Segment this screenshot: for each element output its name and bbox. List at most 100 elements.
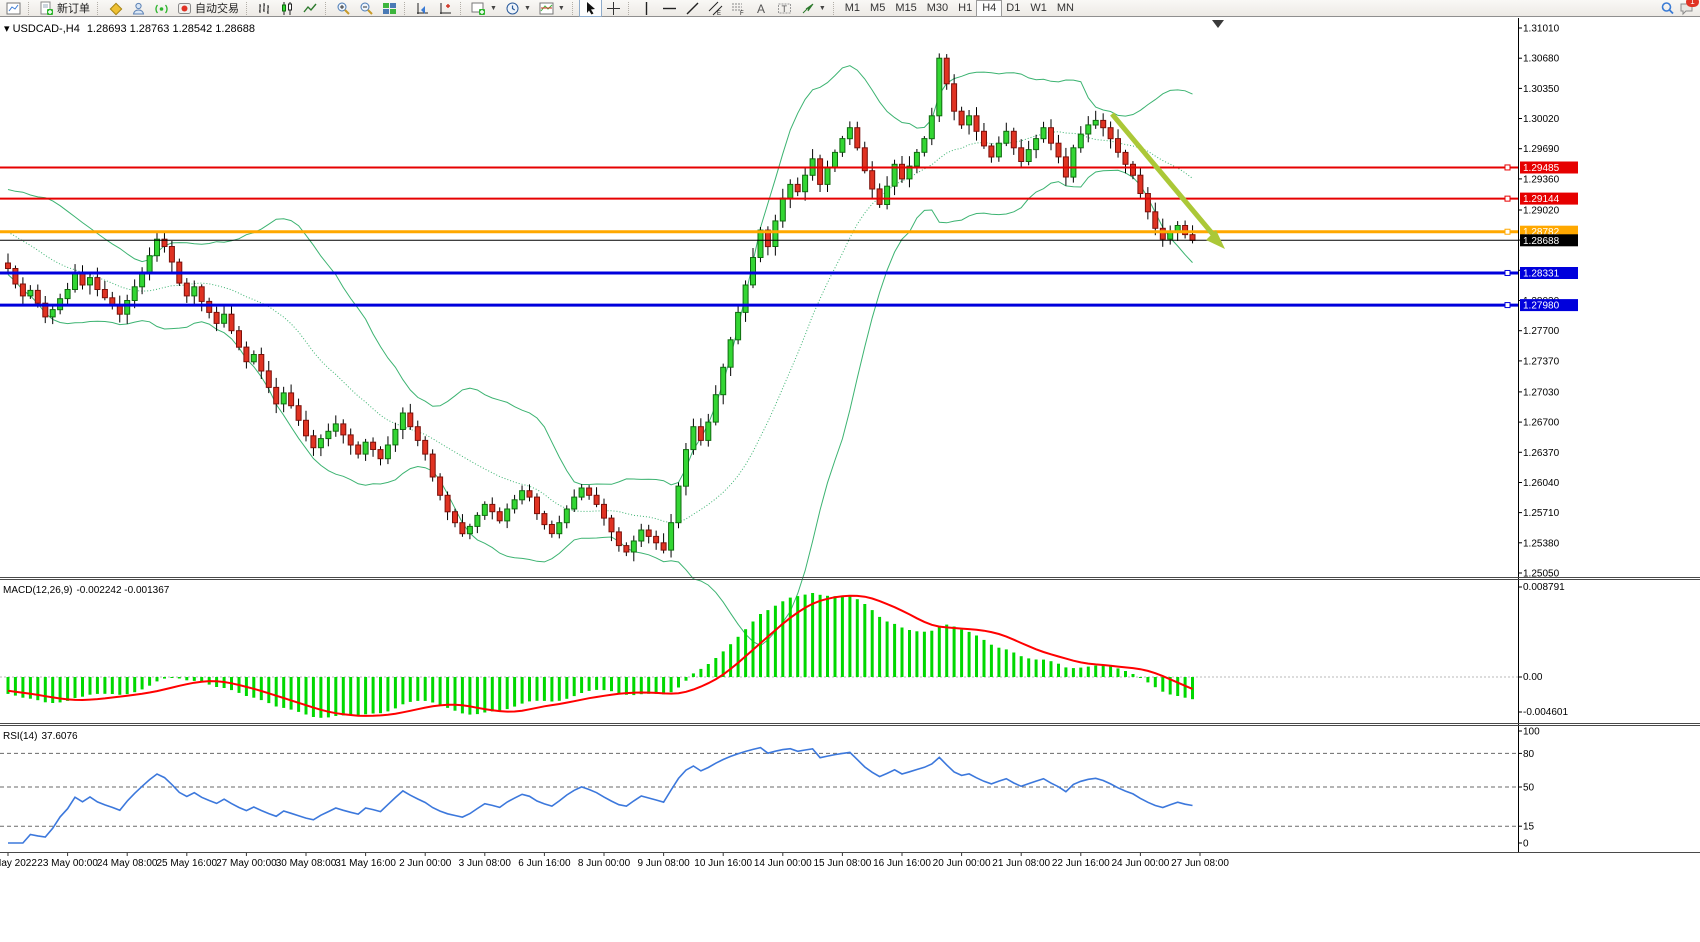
arrows-shapes-icon [802, 3, 814, 13]
bollinger-upper-band [7, 65, 1193, 486]
zoom-in-button[interactable] [332, 0, 355, 17]
timeframe-M30[interactable]: M30 [926, 2, 949, 14]
horizontal-line-button[interactable] [658, 0, 681, 17]
timeframe-MN[interactable]: MN [1056, 2, 1074, 14]
vertical-line-icon [645, 1, 648, 15]
rsi-panel [0, 746, 1518, 844]
text-button[interactable]: A [750, 0, 773, 17]
macd-label: MACD(12,26,9) -0.002242 -0.001367 [3, 585, 170, 596]
price-tick-label: 1.27700 [1523, 326, 1560, 337]
macd-panel [0, 593, 1518, 718]
auto-arrange-button[interactable] [411, 0, 434, 17]
rsi-axis-label: 0 [1523, 839, 1529, 850]
person-icon [132, 2, 145, 14]
shift-marker-icon[interactable] [1212, 20, 1224, 28]
new-chart-button[interactable]: ▼ [467, 0, 501, 17]
timeframe-D1[interactable]: D1 [1006, 2, 1021, 14]
time-axis-label: 19 May 2022 [0, 858, 37, 869]
candlesticks [5, 53, 1196, 562]
chart-area[interactable]: ▾ USDCAD-,H4 1.28693 1.28763 1.28542 1.28… [0, 18, 1700, 942]
line-chart-button[interactable] [299, 0, 322, 17]
toolbar-separator [571, 1, 576, 15]
timeframe-H4[interactable]: H4 [976, 0, 1003, 17]
toolbar-separator [460, 1, 464, 15]
macd-signal-line [7, 594, 1193, 717]
signals-button[interactable] [150, 0, 173, 17]
candlestick-chart-icon [282, 1, 292, 15]
toolbar-separator [28, 1, 32, 15]
bar-chart-button[interactable] [253, 0, 276, 17]
level-handle[interactable] [1504, 195, 1511, 202]
tile-windows-button[interactable] [378, 0, 401, 17]
templates-button[interactable]: ▼ [535, 0, 569, 17]
price-badge [1520, 299, 1578, 312]
level-lines[interactable] [0, 164, 1518, 309]
timeframe-W1[interactable]: W1 [1030, 2, 1047, 14]
time-axis-label: 23 May 00:00 [37, 858, 98, 869]
fibonacci-button[interactable]: F [727, 0, 750, 17]
market-watch-button[interactable] [2, 0, 25, 17]
equidistant-channel-button[interactable]: E [704, 0, 727, 17]
crosshair-button[interactable] [602, 0, 625, 17]
svg-text:E: E [717, 11, 721, 16]
time-axis-label: 27 May 00:00 [216, 858, 277, 869]
toolbar: 新订单 自动交易 [0, 0, 1700, 17]
price-tick-label: 1.30680 [1523, 54, 1560, 65]
bollinger-bands [7, 65, 1193, 647]
bollinger-lower-band [7, 169, 1193, 647]
price-badge-label: 1.28688 [1523, 236, 1560, 247]
dropdown-arrow-icon: ▼ [818, 4, 826, 12]
level-handle[interactable] [1504, 269, 1511, 276]
time-axis-label: 22 Jun 16:00 [1052, 858, 1110, 869]
profile-button[interactable] [127, 0, 150, 17]
zoom-out-icon [360, 2, 373, 15]
timeframe-H1[interactable]: H1 [958, 2, 973, 14]
time-axis-label: 24 May 08:00 [97, 858, 158, 869]
trendline-button[interactable] [681, 0, 704, 17]
timeframe-M15[interactable]: M15 [895, 2, 917, 14]
time-axis-label: 8 Jun 00:00 [578, 858, 631, 869]
price-tick-label: 1.30350 [1523, 84, 1560, 95]
chart-window-icon [6, 2, 21, 14]
price-tick-label: 1.25050 [1523, 569, 1560, 580]
timeframe-M5[interactable]: M5 [870, 2, 886, 14]
search-icon [1661, 1, 1674, 14]
arrow-head [1206, 230, 1225, 249]
cursor-button[interactable] [578, 0, 602, 17]
autotrading-label: 自动交易 [195, 3, 239, 15]
rsi-line [8, 746, 1193, 844]
price-axis[interactable]: 1.31010 1.30680 1.30350 1.30020 1.29690 1.293… [1518, 18, 1578, 852]
chat-button[interactable]: 1 [1679, 0, 1699, 16]
gold-seal-button[interactable] [104, 0, 127, 17]
search-button[interactable] [1656, 0, 1679, 17]
chart-shift-button[interactable] [434, 0, 457, 17]
candlestick-chart-button[interactable] [276, 0, 299, 17]
trend-arrow[interactable] [1110, 112, 1225, 249]
signal-icon [155, 4, 168, 13]
text-label-button[interactable]: T [773, 0, 796, 17]
time-axis-label: 21 Jun 08:00 [992, 858, 1050, 869]
macd-histogram [6, 593, 1194, 718]
level-handle[interactable] [1504, 302, 1511, 309]
autotrading-button[interactable]: 自动交易 [173, 0, 243, 17]
price-tick-label: 1.27370 [1523, 356, 1560, 367]
level-handle[interactable] [1504, 228, 1511, 235]
time-axis-label: 20 Jun 00:00 [933, 858, 991, 869]
vertical-line-button[interactable] [635, 0, 658, 17]
level-handle[interactable] [1504, 164, 1511, 171]
arrows-button[interactable]: ▼ [796, 0, 830, 17]
template-icon [539, 2, 554, 14]
time-axis-label: 3 Jun 08:00 [459, 858, 512, 869]
price-tick-label: 1.25710 [1523, 508, 1560, 519]
svg-text:A: A [757, 2, 765, 16]
new-order-button[interactable]: 新订单 [35, 0, 94, 17]
timeframe-M1[interactable]: M1 [844, 2, 861, 14]
dropdown-arrow-icon: ▼ [557, 4, 565, 12]
arrow-line[interactable] [1110, 112, 1218, 240]
dropdown-arrow-icon: ▼ [523, 4, 531, 12]
periods-button[interactable]: ▼ [501, 0, 535, 17]
zoom-out-button[interactable] [355, 0, 378, 17]
price-tick-label: 1.27030 [1523, 387, 1560, 398]
